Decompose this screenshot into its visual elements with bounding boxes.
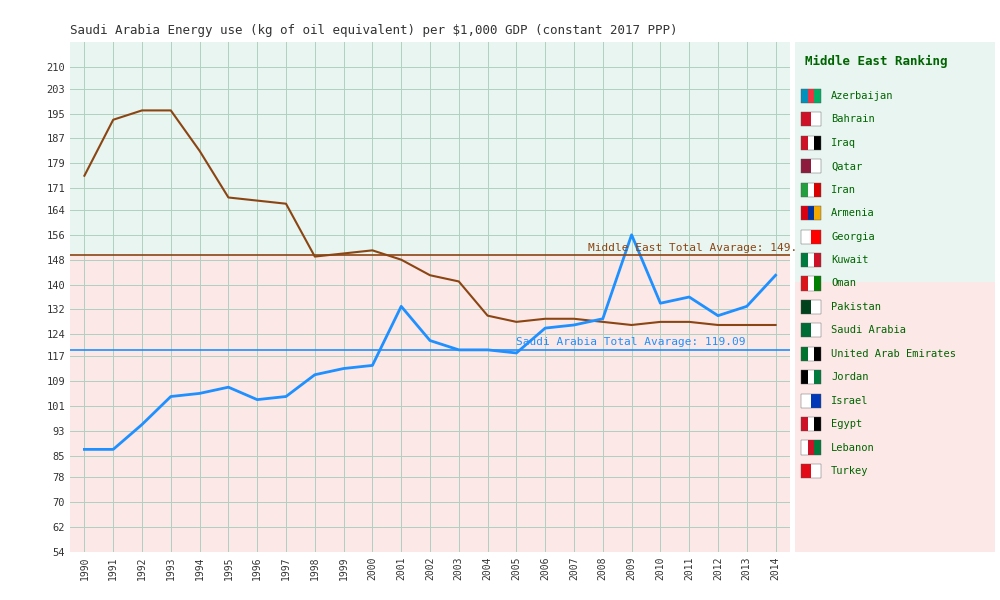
Bar [801,300,821,314]
Text: Saudi Arabia: Saudi Arabia [831,325,906,335]
Bar [801,370,821,384]
Text: Jordan: Jordan [831,372,868,382]
Bar [814,277,821,290]
Bar [70,255,790,552]
Bar [808,440,814,455]
Bar [801,370,808,384]
Bar [801,464,821,478]
Text: Pakistan: Pakistan [831,302,881,312]
Bar [811,159,821,173]
Bar [801,323,811,337]
Text: Turkey: Turkey [831,466,868,476]
Bar [814,253,821,267]
Bar [70,42,790,255]
Bar [814,136,821,150]
Bar [801,230,821,244]
Bar [801,394,821,407]
Bar [801,277,808,290]
Bar [808,253,814,267]
Text: United Arab Emirates: United Arab Emirates [831,349,956,359]
Bar [814,417,821,431]
Bar [801,253,821,267]
Text: Middle East Total Avarage: 149.43: Middle East Total Avarage: 149.43 [588,242,811,253]
Bar [814,370,821,384]
Bar [801,159,811,173]
Bar [811,394,821,407]
Bar [814,440,821,455]
Bar [801,277,821,290]
Bar [808,136,814,150]
Bar [808,417,814,431]
Text: Kuwait: Kuwait [831,255,868,265]
Text: Saudi Arabia Energy use (kg of oil equivalent) per $1,000 GDP (constant 2017 PPP: Saudi Arabia Energy use (kg of oil equiv… [70,23,678,37]
Bar [811,230,821,244]
Text: Qatar: Qatar [831,161,862,172]
Bar [814,347,821,361]
Bar [801,417,821,431]
Bar [801,89,821,103]
Bar [808,347,814,361]
Bar [801,440,821,455]
Text: Armenia: Armenia [831,208,875,218]
Text: Bahrain: Bahrain [831,115,875,124]
Bar [801,89,808,103]
Bar [801,300,811,314]
Text: Israel: Israel [831,395,868,406]
Bar [801,112,811,127]
Bar [801,136,821,150]
Bar [801,323,821,337]
Bar [801,417,808,431]
FancyBboxPatch shape [795,42,995,282]
Text: Azerbaijan: Azerbaijan [831,91,894,101]
Bar [811,112,821,127]
Bar [808,206,814,220]
Bar [801,206,808,220]
Text: Iran: Iran [831,185,856,195]
Text: Egypt: Egypt [831,419,862,429]
Text: Saudi Arabia Total Avarage: 119.09: Saudi Arabia Total Avarage: 119.09 [516,337,746,347]
Bar [811,300,821,314]
Bar [801,183,821,197]
Bar [801,136,808,150]
Bar [801,206,821,220]
Bar [801,464,811,478]
Bar [801,253,808,267]
Text: Iraq: Iraq [831,138,856,148]
Bar [808,370,814,384]
Bar [814,206,821,220]
Bar [811,323,821,337]
Bar [801,230,811,244]
Bar [814,89,821,103]
Bar [801,112,821,127]
Bar [801,183,808,197]
Bar [801,347,821,361]
Bar [801,159,821,173]
Bar [801,394,811,407]
Bar [811,464,821,478]
Bar [808,277,814,290]
Bar [801,347,808,361]
FancyBboxPatch shape [795,282,995,552]
Bar [808,183,814,197]
Text: Georgia: Georgia [831,232,875,242]
Bar [814,183,821,197]
Text: Middle East Ranking: Middle East Ranking [805,55,948,68]
Bar [808,89,814,103]
Bar [801,440,808,455]
Text: Oman: Oman [831,278,856,289]
Text: Lebanon: Lebanon [831,443,875,452]
